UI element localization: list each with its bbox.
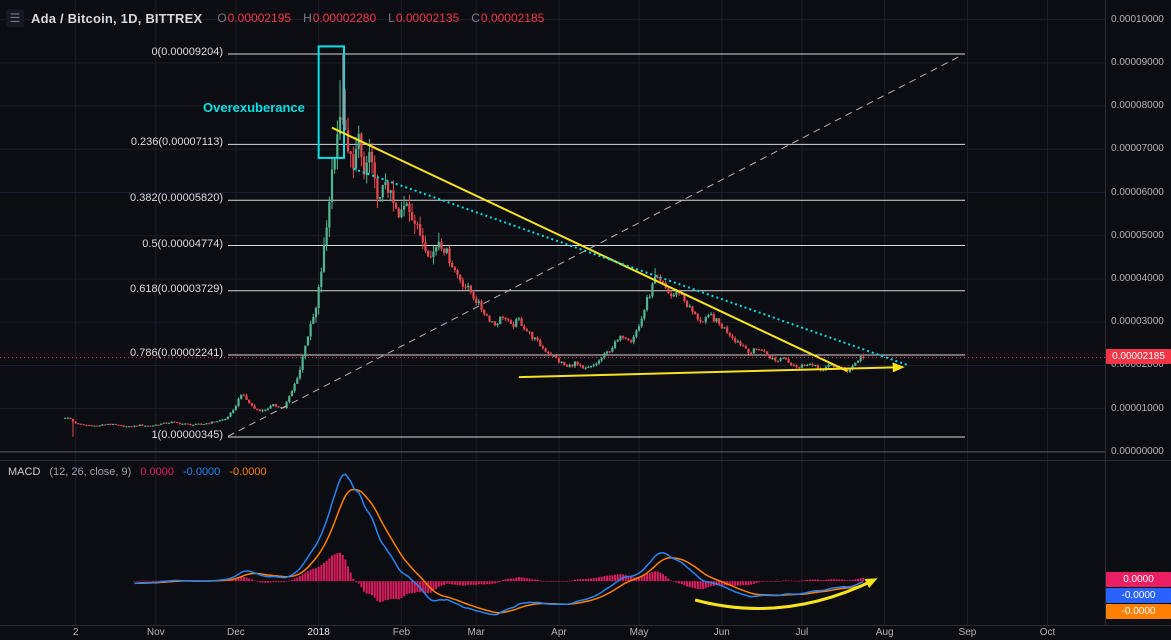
price-tick-label: 0.00010000 (1111, 13, 1164, 25)
trendline-support-yellow[interactable] (518, 362, 905, 379)
candles-group (63, 54, 865, 437)
ohlc-high: H0.00002280 (303, 11, 377, 25)
macd-histogram-badge: 0.0000 (1106, 572, 1171, 588)
macd-arrow-annotation[interactable] (694, 578, 878, 610)
price-tick-label: 0.00005000 (1111, 229, 1164, 241)
fib-level-label: 0(0.00009204) (151, 46, 223, 58)
pane-separator[interactable] (0, 460, 1171, 461)
time-axis-label: Oct (1039, 627, 1056, 638)
fib-retracement-lines[interactable] (228, 53, 965, 438)
ohlc-values: O0.00002195 H0.00002280 L0.00002135 C0.0… (217, 11, 544, 25)
price-tick-label: 0.00002000 (1111, 359, 1164, 371)
time-axis-label: Nov (146, 627, 165, 638)
macd-main-line (134, 473, 864, 616)
price-tick-label: 0.00004000 (1111, 272, 1164, 284)
ohlc-low: L0.00002135 (388, 11, 460, 25)
time-axis-label: Sep (958, 627, 977, 638)
trendline-uptrend-dashed[interactable] (227, 54, 963, 437)
time-axis-label: May (629, 627, 649, 638)
macd-histogram-value: 0.0000 (140, 466, 174, 478)
fib-level-label: 1(0.00000345) (151, 429, 223, 441)
price-tick-label: 0.00009000 (1111, 56, 1164, 68)
macd-pane (133, 473, 865, 616)
macd-title[interactable]: MACD (8, 466, 41, 478)
overexuberance-label: Overexuberance (203, 100, 305, 115)
ohlc-open: O0.00002195 (217, 11, 292, 25)
ohlc-close: C0.00002185 (471, 11, 545, 25)
menu-icon[interactable]: ☰ (6, 9, 24, 27)
trendline-downtrend-cyan-dotted[interactable] (353, 167, 910, 367)
current-price-badge: 0.00002185 (1106, 349, 1171, 365)
overexuberance-box[interactable] (317, 45, 346, 159)
price-tick-label: 0.00007000 (1111, 143, 1164, 155)
fib-level-label: 0.786(0.00002241) (130, 347, 223, 360)
macd-line-badge: -0.0000 (1106, 588, 1171, 604)
price-tick-label: 0.00000000 (1111, 445, 1164, 457)
time-axis-label: Apr (551, 627, 567, 638)
price-tick-label: 0.00001000 (1111, 402, 1164, 414)
grid (0, 0, 1105, 625)
fib-level-label: 0.382(0.00005820) (130, 192, 223, 205)
time-axis-label: 2 (72, 627, 79, 638)
price-axis[interactable]: 0.00010000 0.00009000 0.00008000 0.00007000… (1105, 0, 1171, 625)
time-axis-label: Jun (713, 627, 730, 638)
time-axis[interactable]: 2 Nov Dec 2018 Feb Mar Apr May Jun Jul Aug Sep Oct (0, 625, 1171, 640)
time-axis-label: Aug (875, 627, 894, 638)
price-tick-label: 0.00006000 (1111, 186, 1164, 198)
fib-level-label: 0.5(0.00004774) (142, 237, 223, 250)
macd-line-value: -0.0000 (182, 466, 221, 478)
macd-signal-line (134, 488, 864, 614)
symbol-title[interactable]: Ada / Bitcoin, 1D, BITTREX (31, 10, 203, 26)
price-tick-label: 0.00008000 (1111, 100, 1164, 112)
macd-signal-badge: -0.0000 (1106, 604, 1171, 620)
time-axis-label: 2018 (307, 627, 330, 638)
price-tick-label: 0.00003000 (1111, 316, 1164, 328)
time-axis-label: Jul (795, 627, 809, 638)
time-axis-label: Mar (467, 627, 485, 638)
fib-level-label: 0.618(0.00003729) (130, 282, 223, 295)
time-axis-label: Dec (226, 627, 245, 638)
macd-signal-value: -0.0000 (229, 466, 267, 478)
trendline-downtrend-yellow[interactable] (331, 126, 848, 372)
fib-level-label: 0.236(0.00007113) (130, 136, 223, 149)
symbol-legend: ☰ Ada / Bitcoin, 1D, BITTREX O0.00002195… (6, 9, 544, 27)
macd-params: (12, 26, close, 9) (49, 466, 132, 478)
macd-legend: MACD (12, 26, close, 9) 0.0000 -0.0000 -… (8, 466, 267, 478)
time-axis-label: Feb (392, 627, 411, 638)
